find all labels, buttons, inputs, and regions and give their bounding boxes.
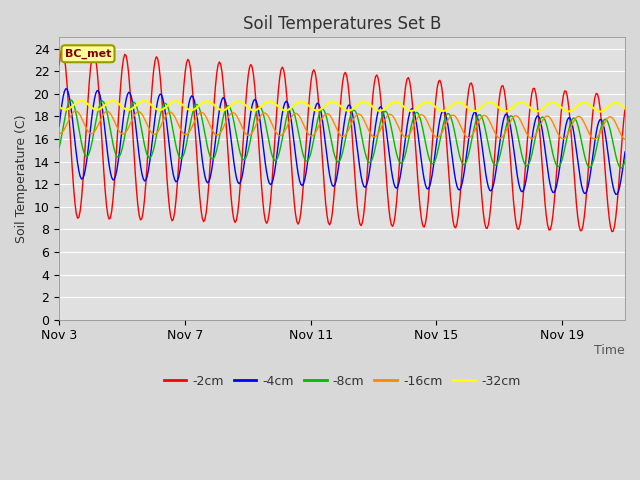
-32cm (100, 103, 108, 109)
-8cm (575, 127, 583, 133)
-8cm (449, 122, 457, 128)
Text: Time: Time (595, 344, 625, 357)
Line: -2cm: -2cm (59, 49, 625, 231)
-4cm (100, 117, 108, 123)
-4cm (449, 161, 457, 167)
-16cm (100, 111, 108, 117)
-8cm (493, 162, 500, 168)
-4cm (385, 146, 392, 152)
Title: Soil Temperatures Set B: Soil Temperatures Set B (243, 15, 441, 33)
Line: -32cm: -32cm (59, 101, 625, 111)
-8cm (100, 99, 108, 105)
Text: BC_met: BC_met (65, 48, 111, 59)
-4cm (575, 168, 583, 173)
-16cm (72, 108, 80, 114)
-16cm (449, 112, 457, 118)
-2cm (504, 125, 512, 131)
-16cm (55, 131, 63, 136)
-32cm (77, 98, 85, 104)
-2cm (55, 62, 63, 68)
-16cm (385, 112, 392, 118)
-4cm (493, 166, 500, 171)
-2cm (493, 129, 500, 134)
-32cm (504, 108, 512, 114)
-2cm (621, 106, 629, 111)
-16cm (493, 132, 500, 138)
-2cm (100, 168, 108, 174)
-8cm (621, 158, 629, 164)
-4cm (612, 192, 620, 197)
Line: -16cm: -16cm (59, 111, 625, 139)
-32cm (575, 102, 583, 108)
-8cm (55, 145, 63, 151)
-8cm (67, 97, 75, 103)
-32cm (493, 103, 500, 108)
-32cm (596, 108, 604, 114)
-8cm (617, 165, 625, 171)
-4cm (55, 123, 63, 129)
Line: -8cm: -8cm (59, 100, 625, 168)
-16cm (504, 123, 512, 129)
-2cm (58, 47, 66, 52)
-4cm (621, 149, 629, 155)
-2cm (608, 228, 616, 234)
-2cm (385, 204, 392, 210)
-32cm (55, 104, 63, 109)
-32cm (385, 103, 392, 108)
-2cm (449, 218, 457, 224)
Y-axis label: Soil Temperature (C): Soil Temperature (C) (15, 114, 28, 243)
-8cm (504, 117, 512, 122)
Legend: -2cm, -4cm, -8cm, -16cm, -32cm: -2cm, -4cm, -8cm, -16cm, -32cm (159, 370, 525, 393)
-4cm (62, 86, 70, 92)
-16cm (621, 136, 629, 142)
-32cm (449, 101, 457, 107)
-4cm (504, 114, 512, 120)
-8cm (385, 114, 392, 120)
Line: -4cm: -4cm (59, 89, 625, 194)
-16cm (575, 114, 583, 120)
-32cm (621, 106, 629, 111)
-2cm (575, 223, 583, 229)
